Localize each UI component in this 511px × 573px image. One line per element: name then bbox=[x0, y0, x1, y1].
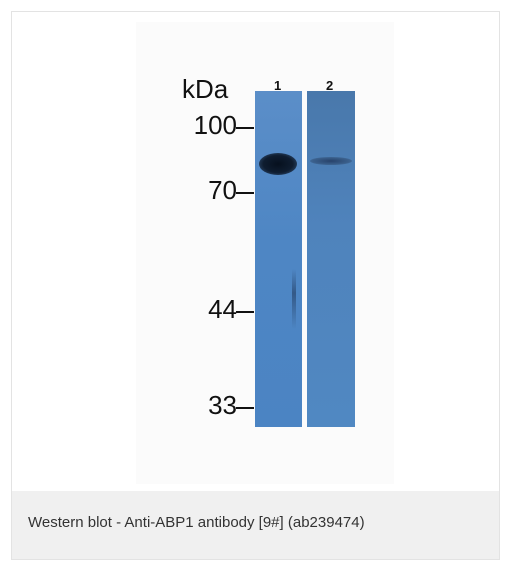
lane-smear bbox=[292, 269, 296, 329]
protein-band-lane-1 bbox=[259, 153, 297, 175]
marker-tick-44 bbox=[236, 311, 254, 313]
blot-lane-2 bbox=[307, 91, 355, 427]
lane-label-2: 2 bbox=[326, 78, 334, 93]
lane-label-1: 1 bbox=[274, 78, 282, 93]
figure-image[interactable]: kDa 1 2 100 70 44 33 bbox=[12, 12, 499, 491]
marker-33: 33 bbox=[208, 390, 237, 420]
unit-label: kDa bbox=[182, 74, 229, 104]
marker-tick-70 bbox=[236, 192, 254, 194]
marker-100: 100 bbox=[193, 110, 237, 140]
blot-lane-1 bbox=[255, 91, 302, 427]
marker-70: 70 bbox=[208, 175, 237, 205]
protein-band-lane-2 bbox=[310, 157, 352, 165]
marker-tick-100 bbox=[236, 127, 254, 129]
marker-tick-33 bbox=[236, 407, 254, 409]
figure-card: kDa 1 2 100 70 44 33 Western blot - Anti… bbox=[11, 11, 500, 560]
marker-44: 44 bbox=[208, 294, 237, 324]
figure-caption: Western blot - Anti-ABP1 antibody [9#] (… bbox=[28, 514, 365, 531]
caption-bar: Western blot - Anti-ABP1 antibody [9#] (… bbox=[12, 491, 499, 559]
